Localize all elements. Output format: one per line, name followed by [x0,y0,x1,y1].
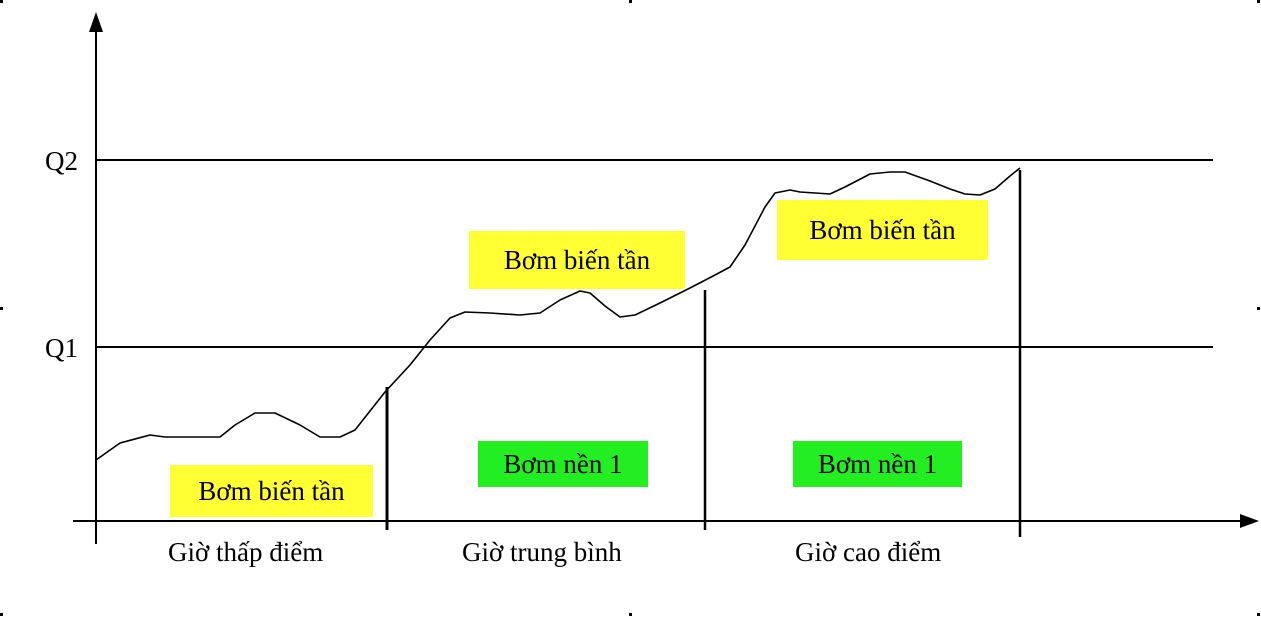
period-label-normal: Giờ trung bình [462,537,622,567]
frame-handle [1257,307,1260,310]
variable-pump-label-offpeak: Bơm biến tần [170,465,373,517]
period-label-offpeak: Giờ thấp điểm [168,537,324,567]
base-pump-label-peak: Bơm nền 1 [793,441,962,487]
frame-handle [629,0,632,3]
base-pump-label-normal: Bơm nền 1 [478,441,648,487]
frame-handle [0,307,3,310]
flow-demand-curve [95,167,1021,461]
q2-label: Q2 [45,146,78,176]
frame-handle [0,613,3,616]
y-axis-arrow [89,12,103,32]
q1-label: Q1 [45,333,78,363]
frame-handle [1257,613,1260,616]
x-axis-arrow [1240,514,1259,528]
frame-handle [1257,0,1260,3]
frame-handle [629,613,632,616]
variable-pump-label-peak: Bơm biến tần [777,200,988,260]
period-label-peak: Giờ cao điểm [795,537,942,567]
variable-pump-label-normal: Bơm biến tần [469,231,685,289]
frame-handle [0,0,3,3]
